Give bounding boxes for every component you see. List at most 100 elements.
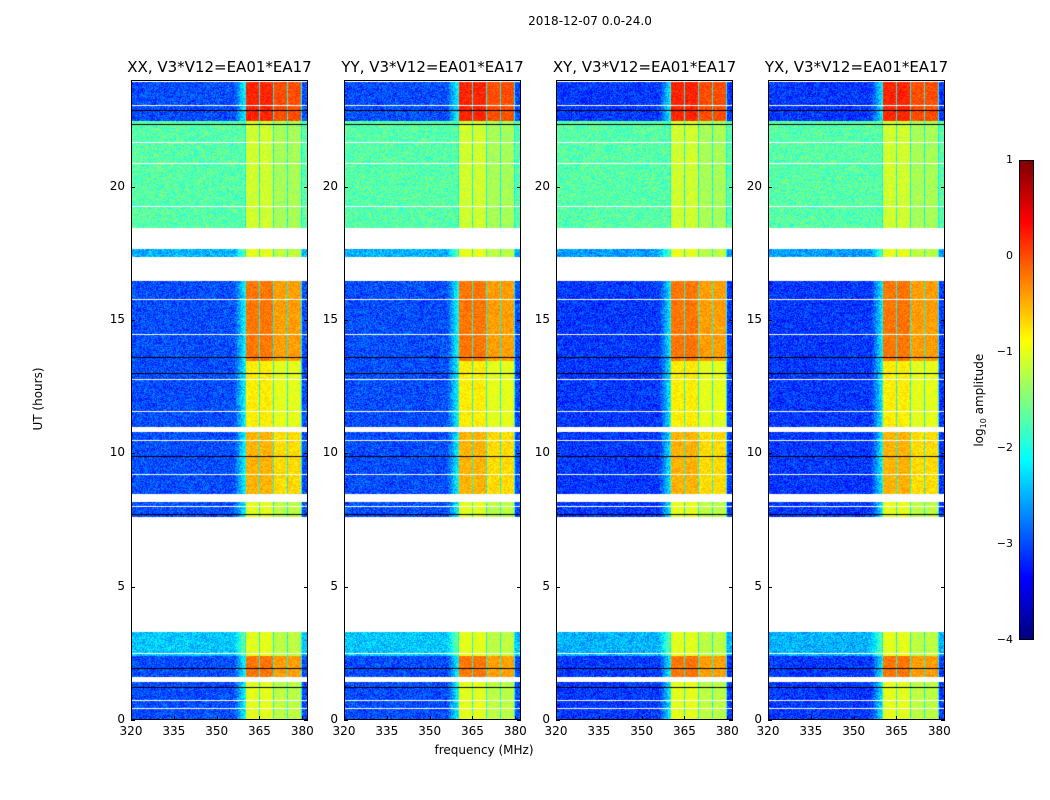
colorbar-tick-label: −2 xyxy=(996,441,1013,454)
y-tick-label: 20 xyxy=(322,178,338,193)
colorbar-tick-label: −1 xyxy=(996,345,1013,358)
colorbar-tick-label: 1 xyxy=(1006,153,1013,166)
y-tick-mark xyxy=(729,720,733,721)
y-tick-label: 10 xyxy=(534,445,550,460)
y-tick-mark xyxy=(517,453,521,455)
x-tick-label: 350 xyxy=(842,724,866,738)
x-tick-mark xyxy=(131,716,132,720)
y-tick-mark xyxy=(768,186,772,188)
x-tick-mark xyxy=(515,716,517,720)
y-tick-label: 5 xyxy=(542,578,550,593)
panel-yx: YX, V3*V12=EA01*EA17 0 5 10 15 20 320 335 350 365… xyxy=(747,58,951,738)
x-tick-mark xyxy=(768,716,769,720)
colorbar-label: log10 amplitude xyxy=(972,340,988,460)
y-tick-mark xyxy=(768,453,772,455)
spectrogram-plot xyxy=(768,80,945,720)
x-tick-label: 320 xyxy=(332,724,356,738)
spectrogram-plot xyxy=(556,80,733,720)
x-tick-label: 350 xyxy=(630,724,654,738)
x-tick-label: 350 xyxy=(205,724,229,738)
y-tick-label: 10 xyxy=(322,445,338,460)
colorbar-tick-label: −3 xyxy=(996,537,1013,550)
y-tick-mark xyxy=(131,320,135,321)
x-tick-label: 350 xyxy=(418,724,442,738)
y-tick-label: 0 xyxy=(542,712,550,726)
y-tick-mark xyxy=(941,453,945,455)
y-tick-mark xyxy=(344,186,348,188)
y-tick-mark xyxy=(304,186,308,188)
x-tick-label: 320 xyxy=(544,724,568,738)
x-tick-label: 365 xyxy=(461,724,484,738)
panel-title: YX, V3*V12=EA01*EA17 xyxy=(764,58,949,76)
y-tick-label: 10 xyxy=(746,445,762,460)
colorbar-gradient xyxy=(1020,161,1033,639)
x-tick-mark xyxy=(598,716,600,720)
panel-title: YY, V3*V12=EA01*EA17 xyxy=(341,58,524,76)
x-axis-label: frequency (MHz) xyxy=(434,743,534,757)
y-tick-mark xyxy=(556,186,560,188)
x-tick-mark xyxy=(344,716,345,720)
y-tick-mark xyxy=(941,186,945,188)
y-tick-label: 0 xyxy=(754,712,762,726)
x-tick-mark xyxy=(556,716,557,720)
x-tick-label: 320 xyxy=(756,724,780,738)
y-tick-mark xyxy=(304,720,308,721)
y-tick-mark xyxy=(768,720,772,721)
y-tick-mark xyxy=(517,186,521,188)
y-axis-label: UT (hours) xyxy=(31,367,45,431)
y-tick-mark xyxy=(304,453,308,455)
x-tick-label: 335 xyxy=(162,724,186,738)
x-tick-label: 365 xyxy=(673,724,696,738)
spectrogram-image xyxy=(769,81,944,719)
y-tick-label: 15 xyxy=(534,312,550,326)
y-tick-mark xyxy=(941,720,945,721)
colorbar-tick-label: −4 xyxy=(996,633,1013,646)
y-tick-mark xyxy=(344,586,348,588)
y-tick-label: 20 xyxy=(109,178,125,193)
y-tick-mark xyxy=(556,453,560,455)
y-tick-label: 20 xyxy=(746,178,762,193)
panel-title: XY, V3*V12=EA01*EA17 xyxy=(552,58,737,76)
y-tick-mark xyxy=(131,720,135,721)
spectrogram-image xyxy=(132,81,307,719)
y-tick-mark xyxy=(304,586,308,588)
colorbar-tick-label: 0 xyxy=(1006,249,1013,262)
y-tick-mark xyxy=(556,586,560,588)
y-tick-mark xyxy=(729,586,733,588)
y-tick-mark xyxy=(131,586,135,588)
y-tick-label: 5 xyxy=(754,578,762,593)
y-tick-mark xyxy=(729,453,733,455)
y-tick-label: 0 xyxy=(117,712,125,726)
x-tick-mark xyxy=(896,716,898,720)
y-tick-mark xyxy=(556,720,560,721)
x-tick-mark xyxy=(810,716,812,720)
y-tick-mark xyxy=(517,320,521,321)
x-tick-label: 380 xyxy=(290,724,314,738)
spectrogram-image xyxy=(557,81,732,719)
y-tick-mark xyxy=(344,453,348,455)
y-tick-mark xyxy=(768,320,772,321)
y-tick-mark xyxy=(556,320,560,321)
y-tick-label: 15 xyxy=(322,312,338,326)
spectrogram-plot xyxy=(131,80,308,720)
panel-yy: YY, V3*V12=EA01*EA17 0 5 10 15 20 320 335 350 365… xyxy=(323,58,527,738)
x-tick-label: 380 xyxy=(503,724,527,738)
colorbar-label-sub: 10 xyxy=(979,418,989,429)
x-tick-mark xyxy=(853,716,855,720)
y-tick-label: 15 xyxy=(746,312,762,326)
x-tick-mark xyxy=(386,716,388,720)
y-tick-mark xyxy=(344,320,348,321)
y-tick-mark xyxy=(941,586,945,588)
x-tick-mark xyxy=(302,716,304,720)
x-tick-mark xyxy=(939,716,941,720)
x-tick-label: 365 xyxy=(248,724,271,738)
y-tick-mark xyxy=(729,320,733,321)
figure-title: 2018-12-07 0.0-24.0 xyxy=(528,14,652,28)
colorbar xyxy=(1019,160,1034,640)
x-tick-label: 365 xyxy=(885,724,908,738)
y-tick-label: 20 xyxy=(534,178,550,193)
spectrogram-image xyxy=(345,81,520,719)
y-tick-mark xyxy=(517,586,521,588)
x-tick-label: 380 xyxy=(927,724,951,738)
x-tick-mark xyxy=(641,716,643,720)
